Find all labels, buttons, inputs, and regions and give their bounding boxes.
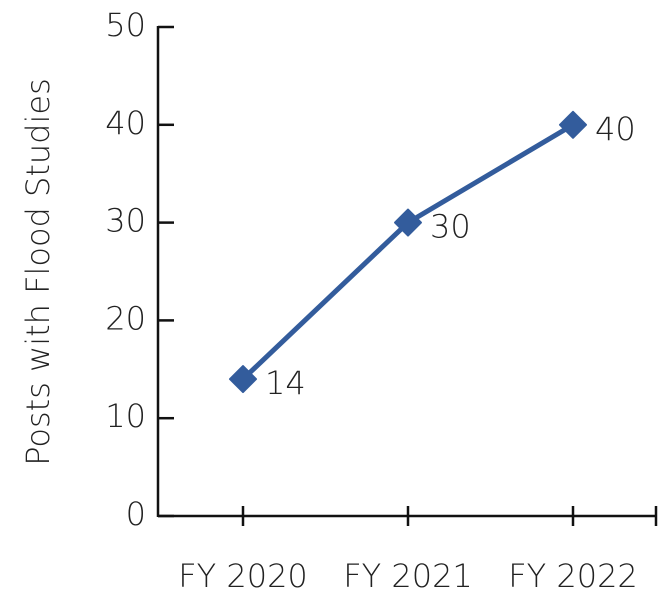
- y-tick-label: 30: [105, 202, 146, 240]
- y-tick-label: 0: [126, 495, 146, 533]
- y-tick-label: 10: [105, 397, 146, 435]
- y-axis-title: Posts with Flood Studies: [19, 78, 57, 466]
- data-line: [241, 122, 575, 381]
- data-marker: [559, 110, 587, 139]
- x-tick-label: FY 2022: [508, 557, 638, 595]
- x-tick-label: FY 2020: [178, 557, 308, 595]
- y-tick-label: 20: [105, 299, 146, 337]
- y-tick-label: 40: [105, 104, 146, 142]
- y-tick-label: 50: [105, 6, 146, 44]
- data-label: 40: [595, 110, 636, 148]
- data-marker: [229, 365, 257, 394]
- data-label: 14: [265, 364, 306, 402]
- x-tick-label: FY 2021: [343, 557, 473, 595]
- data-label: 30: [430, 208, 471, 246]
- data-marker: [394, 208, 422, 237]
